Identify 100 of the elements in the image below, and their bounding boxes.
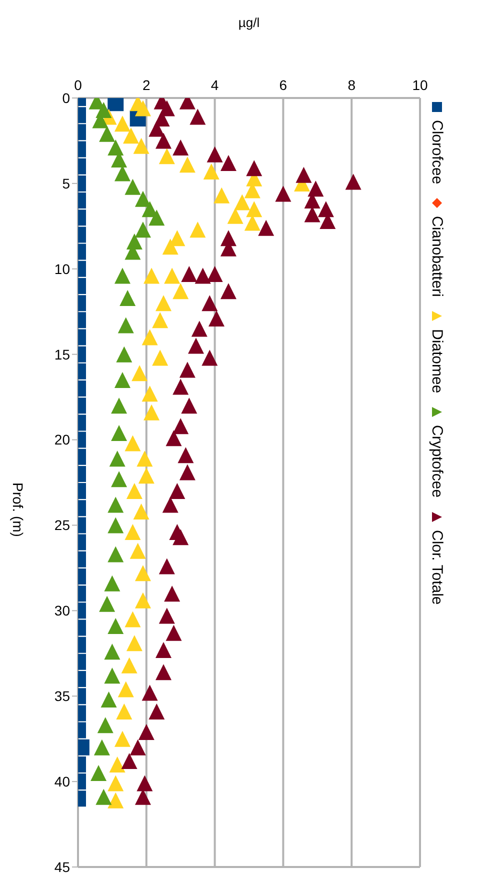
point xyxy=(166,430,182,446)
point xyxy=(188,338,204,354)
point xyxy=(158,608,175,624)
point xyxy=(114,268,130,284)
point xyxy=(179,156,196,173)
point xyxy=(246,160,262,176)
point xyxy=(152,312,168,328)
point xyxy=(134,100,151,116)
point xyxy=(108,792,124,808)
point xyxy=(138,468,154,484)
point xyxy=(308,180,324,197)
point xyxy=(130,739,146,756)
point xyxy=(114,372,130,388)
point xyxy=(94,739,110,756)
point xyxy=(172,378,189,395)
point xyxy=(191,320,208,337)
point xyxy=(246,201,262,218)
point xyxy=(97,717,114,734)
point xyxy=(116,346,132,362)
point xyxy=(109,450,126,467)
point xyxy=(124,524,141,540)
point xyxy=(318,201,334,218)
point xyxy=(142,684,158,701)
point xyxy=(111,424,128,441)
point xyxy=(104,575,120,592)
y-tick-label: 35 xyxy=(54,688,70,704)
legend-label: Cryptofcee xyxy=(428,425,446,498)
point xyxy=(118,317,134,334)
point xyxy=(164,586,180,602)
point xyxy=(156,642,172,658)
point xyxy=(134,565,151,582)
point xyxy=(111,471,128,488)
point xyxy=(203,163,220,180)
point xyxy=(133,138,150,154)
legend-label: Clorofcee xyxy=(428,120,446,184)
point xyxy=(227,208,244,224)
point xyxy=(124,611,141,628)
x-tick-label: 6 xyxy=(279,77,288,93)
y-tick-label: 10 xyxy=(54,260,70,277)
point xyxy=(108,140,124,156)
point xyxy=(148,703,165,720)
point xyxy=(158,558,175,574)
point xyxy=(181,266,198,282)
point xyxy=(133,504,150,520)
point xyxy=(152,350,168,366)
point xyxy=(132,365,148,382)
x-axis-title: µg/l xyxy=(238,15,260,30)
point xyxy=(130,542,146,559)
point xyxy=(220,154,236,171)
point xyxy=(142,386,158,402)
point xyxy=(104,644,120,660)
y-tick-label: 5 xyxy=(62,175,70,192)
point xyxy=(206,146,223,162)
point xyxy=(172,529,189,546)
point xyxy=(208,310,225,326)
point xyxy=(162,496,178,513)
point xyxy=(234,194,250,210)
point xyxy=(144,268,160,284)
point xyxy=(162,238,178,255)
point xyxy=(134,592,151,608)
legend-label: Cianobatteri xyxy=(428,216,446,298)
point xyxy=(99,596,116,612)
point xyxy=(120,290,136,306)
point xyxy=(169,483,186,500)
point xyxy=(166,624,182,641)
point xyxy=(258,220,274,236)
point xyxy=(206,266,223,282)
y-axis-title: Prof. (m) xyxy=(10,482,26,537)
point xyxy=(190,108,206,125)
x-tick-label: 10 xyxy=(412,77,428,93)
x-tick-label: 0 xyxy=(74,77,82,93)
point xyxy=(116,703,132,720)
point xyxy=(164,268,180,284)
point xyxy=(124,178,141,195)
point xyxy=(148,210,165,226)
point xyxy=(108,517,124,534)
point xyxy=(194,268,211,284)
point xyxy=(156,664,172,680)
x-tick-label: 2 xyxy=(142,77,150,93)
point xyxy=(126,483,142,500)
point xyxy=(123,128,140,144)
point xyxy=(121,753,138,770)
point xyxy=(126,635,142,652)
y-tick-label: 15 xyxy=(54,346,70,362)
point xyxy=(134,190,151,207)
point xyxy=(114,116,130,132)
point xyxy=(108,546,124,562)
y-tick-label: 20 xyxy=(54,432,70,448)
point xyxy=(172,140,189,156)
x-tick-label: 4 xyxy=(210,77,219,93)
point xyxy=(179,362,196,378)
point xyxy=(142,329,158,346)
point xyxy=(202,350,218,366)
point xyxy=(109,756,126,772)
point xyxy=(296,166,312,183)
point xyxy=(108,618,124,634)
point xyxy=(220,283,236,300)
point xyxy=(118,681,134,698)
point xyxy=(172,418,189,434)
point xyxy=(214,187,230,204)
